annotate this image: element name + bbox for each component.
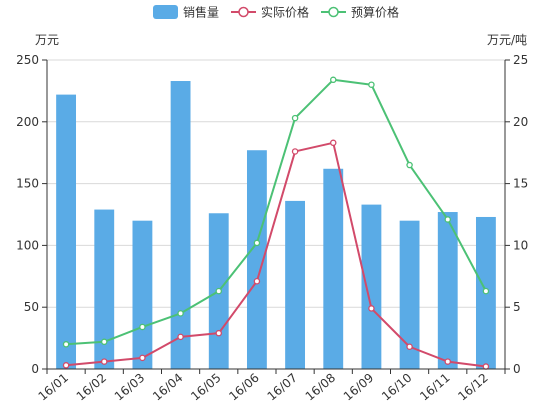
data-point [215, 287, 222, 295]
data-point [253, 239, 261, 247]
data-point [215, 329, 222, 337]
x-tick-label: 16/10 [379, 371, 414, 404]
data-point [368, 305, 375, 312]
data-point [139, 323, 146, 331]
x-tick-label: 16/11 [417, 371, 452, 404]
x-tick-label: 16/01 [36, 371, 71, 404]
y-right-tick-label: 20 [513, 115, 528, 129]
bar [361, 204, 382, 369]
data-point [482, 287, 490, 295]
x-tick-label: 16/02 [74, 371, 109, 404]
y-right-tick-label: 25 [513, 53, 528, 67]
data-point [406, 343, 413, 351]
bar [56, 94, 77, 369]
y-left-tick-label: 0 [31, 362, 39, 376]
y-left-tick-label: 100 [16, 238, 39, 252]
y-right-tick-label: 10 [513, 238, 528, 252]
bar [437, 212, 458, 369]
data-point [62, 341, 70, 348]
data-point [444, 216, 451, 223]
y-right-tick-label: 0 [513, 362, 521, 376]
data-point [101, 338, 108, 346]
data-point [444, 358, 451, 365]
legend-label: 销售量 [183, 5, 219, 20]
x-tick-label: 16/05 [188, 371, 223, 404]
y-left-tick-label: 50 [24, 300, 39, 314]
bar [399, 220, 420, 369]
y-left-tick-label: 250 [16, 53, 39, 67]
data-point [62, 362, 70, 369]
data-point [291, 148, 299, 155]
data-point [139, 354, 146, 362]
y-left-axis-label: 万元 [35, 33, 59, 47]
legend-label: 预算价格 [351, 5, 399, 20]
legend-marker [328, 6, 339, 18]
x-tick-label: 16/03 [112, 371, 147, 404]
bar [246, 150, 267, 369]
x-tick-label: 16/07 [265, 371, 300, 404]
y-right-tick-label: 15 [513, 177, 528, 191]
data-point [101, 358, 108, 365]
series-line [66, 78, 487, 346]
bar [94, 209, 115, 369]
bar [285, 200, 306, 369]
x-tick-label: 16/08 [303, 371, 338, 404]
data-point [329, 76, 337, 84]
bar [170, 81, 191, 370]
data-point [329, 139, 337, 147]
data-point [482, 363, 490, 370]
x-tick-label: 16/09 [341, 371, 376, 404]
data-point [253, 277, 261, 285]
x-tick-label: 16/06 [226, 371, 261, 404]
x-tick-label: 16/12 [455, 371, 490, 404]
bar-series [56, 81, 496, 370]
data-point [406, 161, 413, 169]
legend-marker [238, 6, 249, 18]
data-point [177, 333, 184, 341]
data-point [177, 310, 184, 317]
legend-bar-swatch [153, 5, 178, 19]
legend[interactable]: 销售量 实际价格 预算价格 [153, 5, 399, 20]
data-point [291, 114, 299, 122]
y-left-tick-label: 150 [16, 177, 39, 191]
line-series [62, 76, 490, 370]
data-point [368, 81, 375, 88]
bar [132, 220, 153, 369]
bar [323, 168, 344, 369]
y-right-tick-label: 5 [513, 300, 521, 314]
legend-label: 实际价格 [261, 5, 309, 20]
y-right-axis-label: 万元/吨 [487, 33, 527, 47]
series-line [65, 141, 487, 368]
x-tick-label: 16/04 [150, 371, 185, 404]
y-left-tick-label: 200 [16, 115, 39, 129]
